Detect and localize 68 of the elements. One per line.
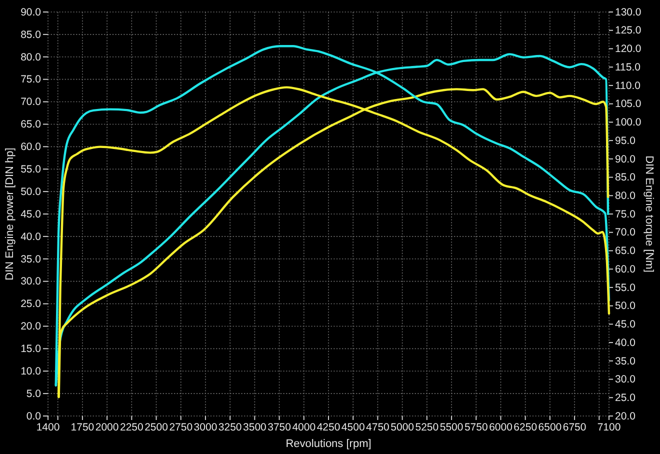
y2-tick-label: 30.0 [615,374,636,386]
y2-tick-label: 80.0 [615,190,636,202]
x-tick-label: 5500 [440,421,464,434]
y-tick-label: 10.0 [20,365,42,378]
x-axis-title: Revolutions [rpm] [286,438,372,450]
y-tick-label: 50.0 [20,186,42,198]
x-tick-label: 3000 [194,421,218,434]
y-tick-label: 90.0 [20,6,42,18]
y-tick-label: 70.0 [20,96,42,108]
y2-tick-label: 50.0 [615,300,636,312]
x-tick-label: 2000 [95,421,119,434]
y2-tick-label: 95.0 [615,134,636,147]
x-tick-label: 7100 [597,421,621,434]
y2-tick-label: 45.0 [615,318,636,331]
x-tick-label: 6250 [514,421,538,434]
x-tick-label: 2250 [120,421,144,434]
x-tick-label: 2750 [169,421,193,434]
x-tick-label: 5250 [415,421,439,434]
y-axis-title: DIN Engine power [DIN hp] [4,148,16,280]
x-tick-label: 4500 [341,421,365,434]
x-tick-label: 1400 [36,421,60,434]
y-tick-label: 0.0 [26,410,42,422]
x-tick-label: 3500 [243,421,267,434]
y2-tick-label: 115.0 [615,61,641,74]
x-tick-label: 1750 [70,421,94,434]
y2-tick-label: 65.0 [615,245,636,258]
y-tick-label: 40.0 [20,230,42,243]
y2-tick-label: 85.0 [615,172,636,184]
y-tick-label: 35.0 [20,253,42,266]
x-tick-label: 6500 [538,421,562,434]
y2-tick-label: 75.0 [615,208,636,220]
x-tick-label: 2500 [144,421,168,434]
x-tick-label: 3750 [268,421,292,434]
y-tick-label: 30.0 [20,276,42,288]
y-tick-label: 55.0 [20,163,42,176]
y-tick-label: 65.0 [20,118,42,131]
y2-tick-label: 120.0 [615,43,642,56]
x-tick-label: 4750 [366,421,390,434]
x-tick-label: 4250 [316,421,340,434]
y-tick-label: 60.0 [20,141,42,154]
y-tick-label: 25.0 [20,298,42,310]
y-tick-label: 80.0 [20,51,42,64]
x-tick-label: 5750 [464,421,488,434]
y2-tick-label: 90.0 [615,153,636,166]
y2-tick-label: 55.0 [615,282,636,294]
y2-axis-title: DIN Engine torque [Nm] [643,156,655,272]
x-tick-label: 6000 [489,421,513,434]
y2-tick-label: 25.0 [615,392,636,404]
y-tick-label: 5.0 [26,388,42,400]
x-tick-label: 6750 [562,421,586,434]
y2-tick-label: 125.0 [615,24,642,37]
x-tick-label: 4000 [292,421,316,434]
y2-tick-label: 35.0 [615,355,636,368]
y-tick-label: 45.0 [20,208,42,220]
y-tick-label: 15.0 [20,343,42,356]
x-tick-label: 3250 [218,421,242,434]
y2-tick-label: 70.0 [615,226,636,239]
y-tick-label: 75.0 [20,74,42,86]
y2-tick-label: 105.0 [615,98,642,110]
y2-tick-label: 40.0 [615,336,636,349]
y2-tick-label: 130.0 [615,6,642,18]
y2-tick-label: 110.0 [615,80,641,92]
y2-tick-label: 100.0 [615,116,642,129]
x-tick-label: 5000 [390,421,414,434]
y-tick-label: 85.0 [20,28,42,41]
y2-tick-label: 60.0 [615,263,636,276]
y-tick-label: 20.0 [20,320,42,333]
y2-tick-label: 20.0 [615,410,636,422]
